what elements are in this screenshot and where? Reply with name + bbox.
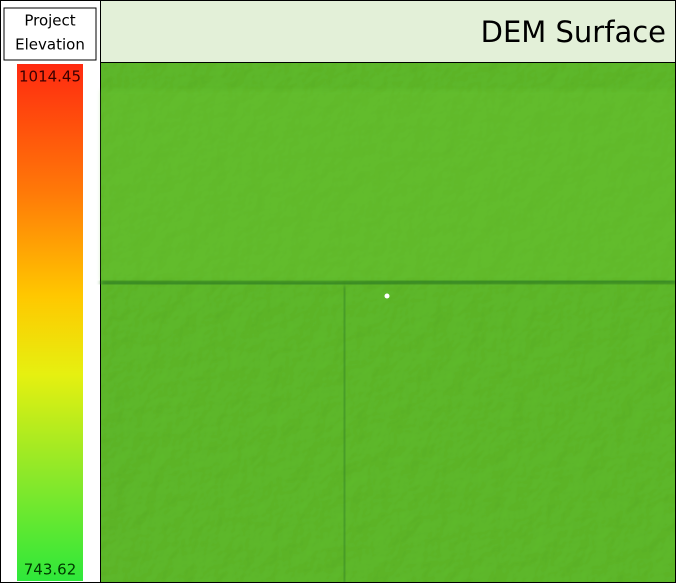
color-ramp (17, 64, 83, 581)
location-marker (384, 293, 390, 299)
dem-surface (100, 63, 676, 583)
map-title: DEM Surface (481, 15, 666, 49)
legend-max: 1014.45 (19, 68, 81, 86)
legend-title: Project (24, 12, 75, 30)
legend-header (3, 7, 97, 61)
legend-min: 743.62 (24, 561, 77, 579)
legend-title: Elevation (15, 36, 85, 54)
